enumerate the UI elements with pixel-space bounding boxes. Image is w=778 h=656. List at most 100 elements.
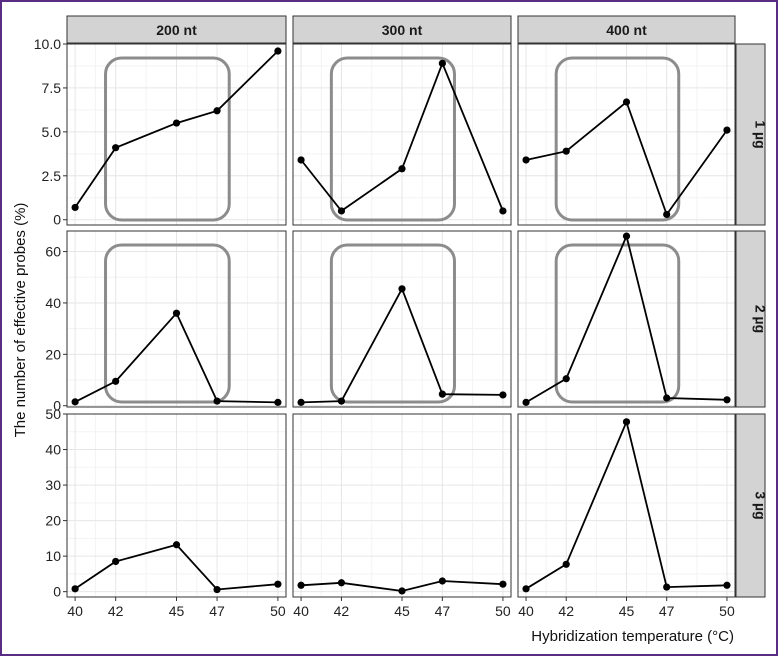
data-point	[622, 232, 631, 240]
data-point	[499, 391, 507, 399]
panel-3-1: 0 10 20 30 40 50 40 42 45 47 50	[45, 406, 287, 619]
x-tick-label: 45	[394, 603, 410, 619]
data-point	[499, 580, 507, 588]
y-tick-label: 30	[45, 477, 61, 493]
panel-3-2: 40 42 45 47 50	[292, 413, 512, 619]
panel-1-2	[292, 43, 512, 226]
data-point	[71, 203, 79, 212]
data-point	[71, 585, 79, 593]
column-strip-label: 300 nt	[382, 22, 423, 38]
data-point	[663, 210, 671, 219]
data-point	[438, 59, 446, 67]
panel-border	[292, 43, 512, 226]
y-tick-label: 0	[53, 398, 61, 414]
x-tick-label: 47	[209, 603, 225, 619]
data-point	[337, 579, 346, 587]
data-point	[622, 418, 631, 426]
y-tick-label: 0	[53, 212, 61, 228]
data-point	[562, 375, 570, 383]
data-point	[398, 587, 406, 595]
x-tick-label: 45	[169, 603, 185, 619]
y-tick-label: 40	[45, 442, 61, 458]
x-tick-label: 45	[619, 603, 635, 619]
column-strip-label: 200 nt	[156, 22, 197, 38]
y-tick-label: 50	[45, 406, 61, 422]
x-tick-label: 42	[558, 603, 574, 619]
data-point	[663, 583, 671, 591]
panel-2-1: 0 20 40 60	[45, 230, 287, 414]
x-tick-label: 42	[108, 603, 124, 619]
data-point	[723, 581, 731, 589]
y-tick-label: 60	[45, 244, 61, 260]
x-axis-title: Hybridization temperature (°C)	[531, 628, 734, 645]
y-tick-label: 5.0	[42, 124, 62, 140]
row-strip-label: 2 µg	[753, 305, 769, 333]
data-point	[663, 394, 671, 402]
data-point	[562, 560, 570, 568]
x-tick-label: 40	[293, 603, 309, 619]
data-point	[213, 585, 221, 594]
data-point	[213, 107, 221, 115]
y-tick-label: 7.5	[42, 80, 62, 96]
panel-border	[66, 230, 287, 408]
panel-border	[66, 43, 287, 226]
y-tick-label: 2.5	[42, 168, 62, 184]
data-point	[438, 390, 446, 398]
panel-1-3	[517, 43, 736, 226]
data-point	[622, 98, 631, 106]
data-point	[112, 557, 120, 566]
data-point	[438, 577, 446, 585]
column-strip	[292, 15, 512, 44]
row-strip-label: 3 µg	[753, 491, 769, 519]
highlight-box	[329, 56, 456, 222]
column-strip	[517, 15, 736, 44]
x-tick-label: 40	[518, 603, 534, 619]
data-point	[398, 285, 406, 293]
data-point	[398, 165, 406, 173]
highlight-box	[329, 243, 456, 404]
x-tick-label: 50	[719, 603, 735, 619]
data-point	[297, 156, 305, 164]
data-point	[274, 47, 282, 55]
column-strip	[66, 15, 287, 44]
x-tick-label: 50	[495, 603, 511, 619]
data-point	[172, 119, 181, 127]
data-point	[522, 156, 530, 164]
y-tick-label: 0	[53, 584, 61, 600]
data-point	[71, 398, 79, 406]
highlight-box	[104, 56, 231, 222]
panel-border	[517, 43, 736, 226]
y-tick-label: 10.0	[34, 36, 61, 52]
data-point	[562, 147, 570, 155]
y-tick-label: 10	[45, 548, 61, 564]
panel-border	[517, 230, 736, 408]
highlight-box	[554, 243, 681, 404]
y-tick-label: 20	[45, 513, 61, 529]
data-point	[112, 377, 120, 385]
data-point	[172, 541, 181, 549]
row-strip	[735, 230, 766, 408]
y-tick-label: 20	[45, 346, 61, 362]
data-point	[723, 126, 731, 134]
x-tick-label: 40	[67, 603, 83, 619]
panel-2-2	[292, 230, 512, 408]
x-tick-label: 47	[659, 603, 675, 619]
data-point	[297, 398, 305, 406]
x-tick-label: 42	[334, 603, 350, 619]
data-point	[499, 207, 507, 215]
data-point	[274, 580, 282, 588]
panel-2-3	[517, 230, 736, 408]
data-point	[112, 144, 120, 152]
data-point	[274, 398, 282, 406]
y-tick-label: 40	[45, 295, 61, 311]
row-strip	[735, 43, 766, 226]
data-point	[297, 581, 305, 589]
panel-1-1: 0 2.5 5.0 7.5 10.0	[34, 36, 287, 228]
panel-border	[292, 230, 512, 408]
y-axis-title: The number of effective probes (%)	[12, 203, 29, 438]
x-tick-label: 50	[270, 603, 286, 619]
data-point	[337, 207, 346, 215]
highlight-box	[554, 56, 681, 222]
